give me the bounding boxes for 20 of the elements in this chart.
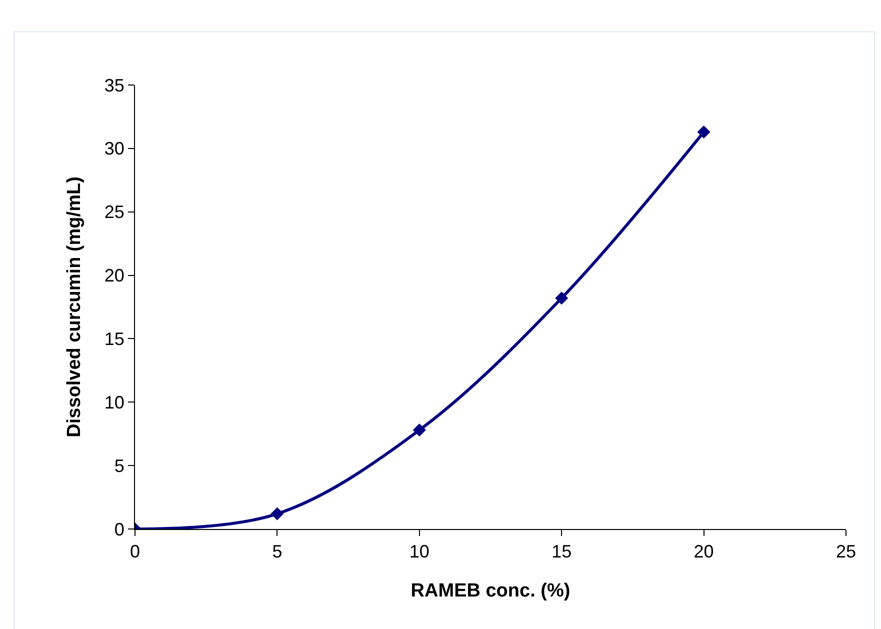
y-tick-label: 25 <box>104 202 124 222</box>
y-tick-label: 30 <box>104 138 124 159</box>
point <box>555 292 568 305</box>
y-tick-label: 0 <box>114 519 124 540</box>
y-tick-label: 35 <box>104 75 124 96</box>
y-tick-label: 10 <box>104 392 124 412</box>
x-tick-label: 0 <box>130 542 140 562</box>
x-axis-title: RAMEB conc. (%) <box>410 580 570 602</box>
x-tick-label: 25 <box>836 542 856 562</box>
y-tick-label: 5 <box>114 456 124 476</box>
x-tick-label: 10 <box>409 542 430 562</box>
y-axis-title: Dissolved curcumin (mg/mL) <box>64 176 86 438</box>
y-tick-label: 15 <box>104 329 124 350</box>
point <box>270 507 284 520</box>
point <box>697 125 710 138</box>
x-tick-label: 20 <box>694 542 714 562</box>
y-tick-label: 20 <box>104 266 124 286</box>
point <box>412 424 426 437</box>
x-tick-label: 15 <box>552 542 572 562</box>
x-tick-label: 5 <box>272 542 282 562</box>
